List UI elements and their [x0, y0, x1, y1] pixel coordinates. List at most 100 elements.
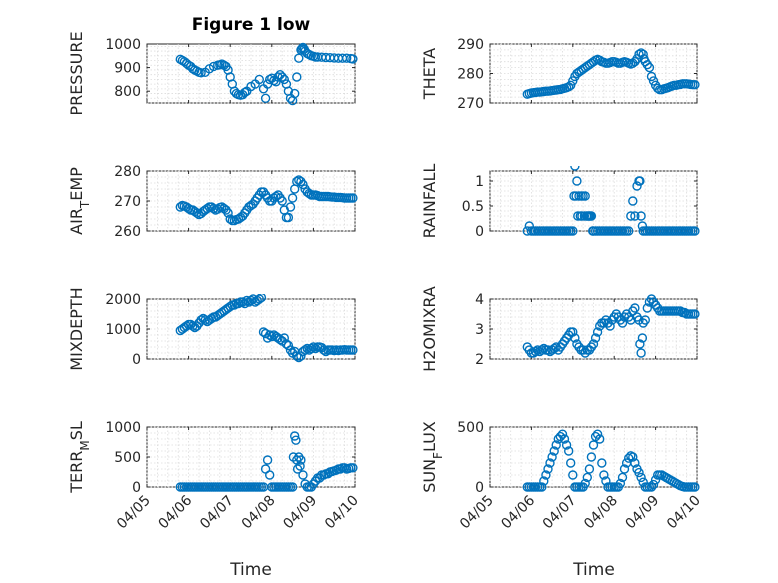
- data-point: [549, 343, 559, 354]
- x-tick-label: 04/08: [581, 493, 621, 533]
- y-tick-label: 4: [475, 292, 484, 308]
- data-point: [279, 333, 289, 343]
- y-tick-label: 290: [457, 37, 484, 53]
- y-tick-label: 280: [114, 164, 141, 180]
- data-point: [223, 208, 233, 218]
- data-point: [279, 74, 289, 85]
- data-point: [590, 333, 601, 343]
- data-point: [200, 315, 210, 325]
- y-tick-label: 1000: [105, 37, 141, 53]
- data-point: [580, 191, 590, 201]
- x-tick-label: 04/07: [540, 493, 580, 533]
- data-point: [292, 351, 302, 361]
- y-tick-label: 1000: [105, 420, 141, 436]
- data-point: [646, 482, 657, 492]
- x-axis-label-right: Time: [572, 560, 615, 580]
- data-point: [348, 463, 358, 473]
- data-point: [273, 72, 283, 82]
- data-point: [690, 309, 700, 319]
- x-tick-label: 04/05: [457, 493, 497, 533]
- data-point: [300, 345, 310, 355]
- data-point: [256, 294, 267, 303]
- data-point: [543, 345, 553, 355]
- series-markers: [175, 294, 358, 363]
- figure-title: Figure 1 low: [192, 15, 311, 35]
- data-point: [635, 339, 645, 349]
- series-markers: [175, 431, 358, 492]
- data-point: [597, 458, 607, 468]
- x-tick-label: 04/09: [280, 493, 320, 533]
- subplot-pressure: 800 900 1000 PRESSURE: [67, 31, 358, 116]
- data-point: [595, 434, 605, 444]
- data-point: [287, 193, 298, 203]
- data-point: [628, 452, 638, 462]
- data-point: [690, 482, 700, 492]
- data-point: [292, 464, 303, 474]
- data-point: [233, 298, 244, 309]
- subplot-terr-msl: 04/05 04/06 04/07 04/08 04/09 04/10 0 500 1000 TE…: [67, 420, 362, 532]
- y-axis-label: AIRTEMP: [67, 167, 92, 235]
- data-point: [271, 77, 281, 87]
- data-point: [580, 478, 590, 489]
- data-point: [348, 54, 358, 64]
- y-tick-label: 270: [457, 96, 484, 112]
- data-point: [592, 327, 603, 337]
- data-point: [530, 346, 541, 357]
- data-point: [644, 62, 655, 73]
- data-point: [348, 193, 358, 203]
- data-point: [265, 330, 275, 340]
- x-tick-label: 04/06: [156, 492, 196, 532]
- data-point: [646, 71, 657, 82]
- data-point: [588, 440, 599, 450]
- data-point: [630, 458, 640, 468]
- y-axis-label: RAINFALL: [420, 164, 439, 239]
- data-point: [283, 340, 294, 351]
- y-tick-label: 0: [475, 224, 484, 240]
- data-point: [615, 478, 626, 489]
- data-point: [254, 74, 264, 85]
- data-point: [294, 53, 304, 63]
- data-point: [292, 72, 302, 82]
- data-point: [617, 318, 628, 328]
- subplot-h2omixra: 2 3 4 H2OMIXRA: [420, 286, 700, 372]
- x-tick-label: 04/10: [664, 493, 704, 533]
- data-point: [586, 211, 597, 221]
- data-point: [208, 61, 219, 72]
- data-point: [568, 226, 578, 236]
- y-tick-label: 1000: [105, 322, 141, 338]
- data-point: [262, 455, 273, 465]
- data-point: [277, 196, 287, 206]
- data-point: [290, 88, 300, 99]
- data-point: [196, 68, 206, 78]
- x-tick-label: 04/08: [239, 493, 279, 533]
- data-point: [192, 208, 202, 218]
- data-point: [617, 472, 628, 483]
- y-axis-label: THETA: [420, 48, 439, 100]
- series-markers: [522, 429, 700, 492]
- y-tick-label: 260: [114, 224, 141, 240]
- data-point: [348, 345, 358, 355]
- data-point: [592, 429, 603, 439]
- data-point: [260, 93, 271, 104]
- data-point: [549, 446, 559, 456]
- data-point: [551, 440, 561, 450]
- subplot-mixdepth: 0 1000 2000 MIXDEPTH: [67, 287, 358, 371]
- data-point: [561, 440, 572, 450]
- subplot-air-temp: 260 270 280 AIRTEMP: [67, 164, 358, 240]
- data-point: [541, 470, 551, 480]
- y-tick-label: 900: [114, 61, 141, 77]
- data-point: [648, 76, 659, 86]
- data-point: [648, 479, 659, 490]
- data-point: [605, 321, 615, 331]
- data-point: [573, 211, 583, 221]
- data-point: [304, 188, 314, 199]
- y-tick-label: 3: [475, 322, 484, 338]
- data-point: [545, 458, 555, 468]
- data-point: [634, 467, 644, 478]
- subplot-theta: 270 280 290 THETA: [420, 37, 700, 112]
- data-point: [626, 211, 636, 221]
- data-point: [295, 461, 305, 471]
- x-tick-label: 04/09: [623, 493, 663, 533]
- data-point: [291, 435, 301, 445]
